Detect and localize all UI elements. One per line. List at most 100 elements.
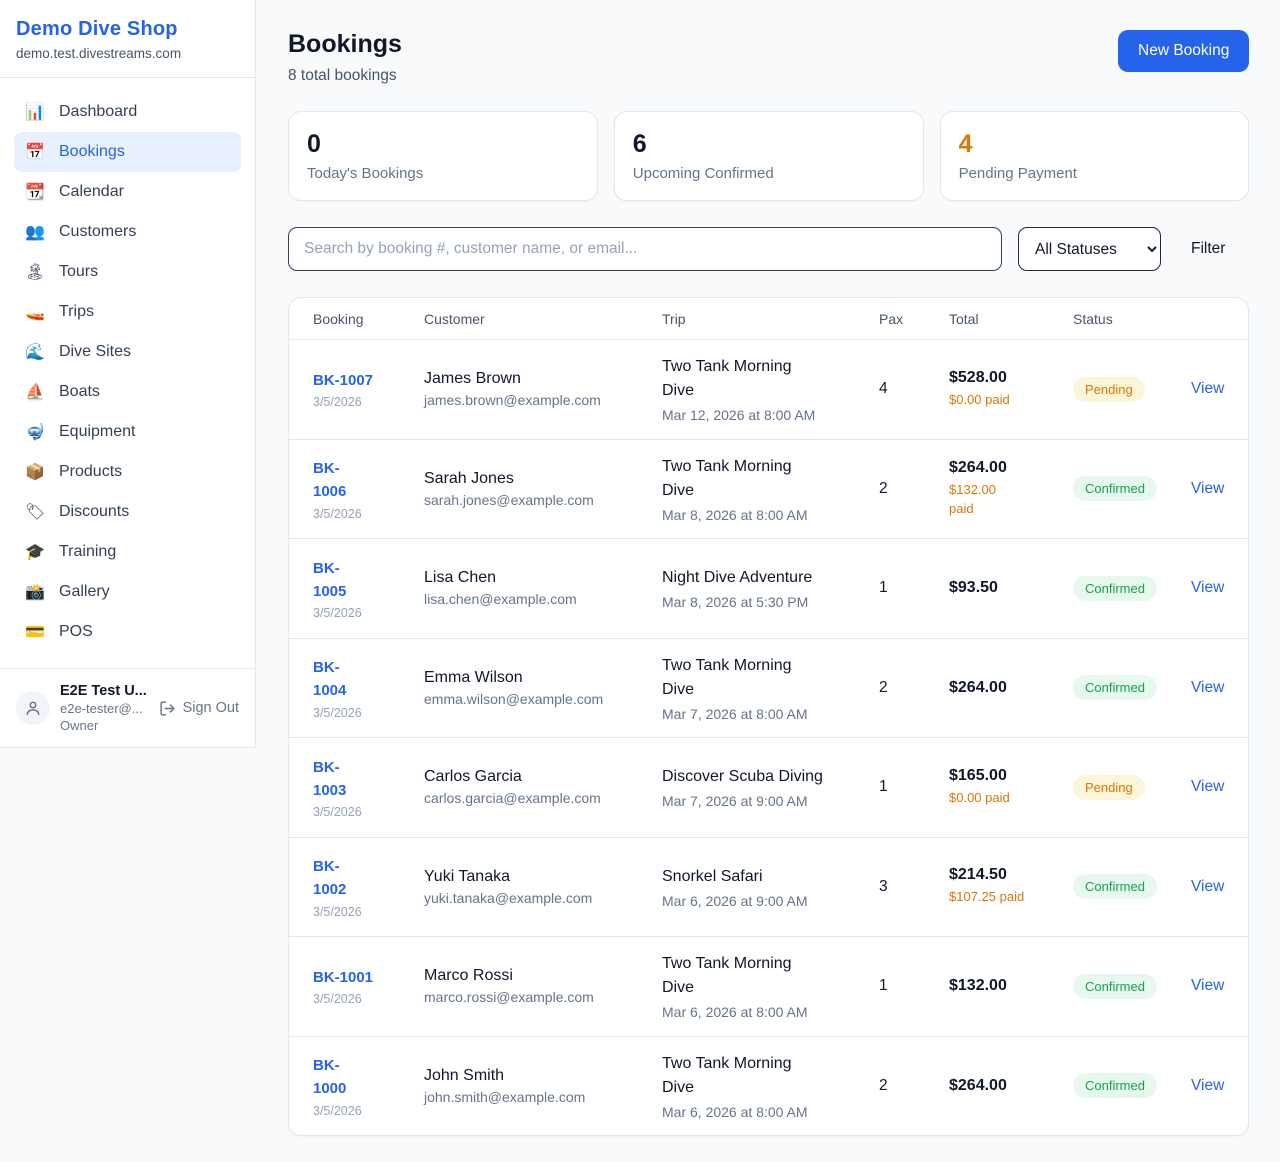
booking-cell: BK-1007 3/5/2026 <box>313 369 424 409</box>
trip-cell: Two Tank Morning Dive Mar 6, 2026 at 8:00… <box>662 952 879 1020</box>
customer-email: james.brown@example.com <box>424 392 601 409</box>
table-row: BK-1001 3/5/2026 Marco Rossi marco.rossi@ex… <box>289 936 1249 1036</box>
page-header: Bookings 8 total bookings New Booking <box>288 30 1250 85</box>
sidebar-item-dashboard[interactable]: 📊 Dashboard <box>14 92 241 132</box>
sidebar-item-customers[interactable]: 👥 Customers <box>14 212 241 252</box>
customer-cell: Carlos Garcia carlos.garcia@example.com <box>424 768 662 806</box>
view-link[interactable]: View <box>1191 1076 1225 1094</box>
total-cell: $93.50 <box>949 579 1073 597</box>
sidebar-item-label: Dashboard <box>59 103 138 120</box>
total-amount: $528.00 <box>949 368 1007 386</box>
sidebar-item-label: Products <box>59 463 123 480</box>
table-body: BK-1007 3/5/2026 James Brown james.brown@ex… <box>289 339 1249 1135</box>
sidebar-item-label: Gallery <box>59 583 110 600</box>
pax-count: 2 <box>879 479 888 497</box>
view-cell: View <box>1191 1077 1224 1095</box>
sidebar-item-gallery[interactable]: 📸 Gallery <box>14 572 241 612</box>
view-link[interactable]: View <box>1191 380 1225 398</box>
trip-name: Discover Scuba Diving <box>662 768 823 786</box>
brand-domain: demo.test.divestreams.com <box>16 46 182 61</box>
trip-name: Snorkel Safari <box>662 867 763 885</box>
booking-id-link[interactable]: BK- 1002 <box>313 858 347 899</box>
booking-id-link[interactable]: BK- 1000 <box>313 1057 347 1098</box>
sidebar-item-label: Training <box>59 543 117 560</box>
view-cell: View <box>1191 679 1224 697</box>
status-cell: Confirmed <box>1073 575 1191 601</box>
stat-label: Upcoming Confirmed <box>632 165 774 182</box>
brand: Demo Dive Shop demo.test.divestreams.com <box>0 0 255 78</box>
new-booking-button[interactable]: New Booking <box>1118 30 1250 72</box>
customer-cell: Emma Wilson emma.wilson@example.com <box>424 669 662 707</box>
customer-email: marco.rossi@example.com <box>424 989 594 1006</box>
total-amount: $264.00 <box>949 678 1007 696</box>
sign-out-button[interactable]: Sign Out <box>159 700 239 717</box>
filter-controls: All Statuses Filter <box>288 227 1249 271</box>
booking-cell: BK- 1006 3/5/2026 <box>313 457 424 521</box>
sidebar-item-bookings[interactable]: 📅 Bookings <box>14 132 241 172</box>
tours-icon: 🏝 <box>24 264 46 281</box>
booking-id-link[interactable]: BK- 1003 <box>313 758 347 799</box>
status-badge: Confirmed <box>1073 675 1157 701</box>
table-row: BK- 1006 3/5/2026 Sarah Jones sarah.jones@ex… <box>289 438 1249 539</box>
stat-label: Today's Bookings <box>307 165 424 182</box>
trip-cell: Snorkel Safari Mar 6, 2026 at 9:00 AM <box>662 865 879 909</box>
sidebar-item-calendar[interactable]: 📆 Calendar <box>14 172 241 212</box>
table-row: BK- 1005 3/5/2026 Lisa Chen lisa.chen@exampl… <box>289 538 1249 638</box>
view-link[interactable]: View <box>1191 678 1225 696</box>
status-badge: Pending <box>1073 376 1145 402</box>
trip-cell: Discover Scuba Diving Mar 7, 2026 at 9:00… <box>662 765 879 809</box>
customer-email: yuki.tanaka@example.com <box>424 889 593 906</box>
sidebar-item-trips[interactable]: 🚤 Trips <box>14 292 241 332</box>
pax-count: 1 <box>879 977 888 995</box>
booking-id-link[interactable]: BK- 1005 <box>313 559 347 600</box>
sidebar-item-label: Calendar <box>59 183 124 200</box>
booking-cell: BK- 1003 3/5/2026 <box>313 756 424 820</box>
paid-amount: $0.00 paid <box>949 391 1010 407</box>
trips-icon: 🚤 <box>25 304 45 321</box>
booking-date: 3/5/2026 <box>313 805 362 819</box>
sidebar-item-discounts[interactable]: 🏷 Discounts <box>14 492 241 532</box>
user-name: E2E Test U... <box>60 683 147 699</box>
sidebar-item-label: Bookings <box>59 143 125 160</box>
view-link[interactable]: View <box>1191 877 1225 895</box>
page-subtitle: 8 total bookings <box>288 67 397 84</box>
booking-date: 3/5/2026 <box>313 1103 362 1118</box>
table-row: BK- 1004 3/5/2026 Emma Wilson emma.wilson@ex… <box>289 637 1249 738</box>
customer-name: Lisa Chen <box>424 569 497 587</box>
total-cell: $264.00 <box>949 1077 1073 1095</box>
view-link[interactable]: View <box>1191 977 1225 995</box>
booking-id-link[interactable]: BK-1001 <box>313 969 374 987</box>
sidebar-item-dive-sites[interactable]: 🌊 Dive Sites <box>14 332 241 372</box>
booking-date: 3/5/2026 <box>313 395 362 410</box>
sidebar-item-products[interactable]: 📦 Products <box>14 452 241 492</box>
booking-id-link[interactable]: BK- 1004 <box>313 659 347 700</box>
total-cell: $132.00 <box>949 977 1073 995</box>
filter-button[interactable]: Filter <box>1177 232 1239 266</box>
booking-id-link[interactable]: BK-1007 <box>313 372 374 390</box>
status-badge: Confirmed <box>1073 476 1157 502</box>
sidebar-item-equipment[interactable]: 🤿 Equipment <box>14 412 241 452</box>
sidebar-item-boats[interactable]: ⛵ Boats <box>14 372 241 412</box>
customer-cell: James Brown james.brown@example.com <box>424 370 662 408</box>
sidebar: Demo Dive Shop demo.test.divestreams.com… <box>0 0 256 748</box>
booking-id-link[interactable]: BK- 1006 <box>313 460 347 501</box>
status-cell: Confirmed <box>1073 476 1191 502</box>
view-link[interactable]: View <box>1191 778 1225 796</box>
stat-card-pending-payment: 4 Pending Payment <box>939 111 1250 201</box>
paid-amount: $107.25 paid <box>949 889 1025 905</box>
view-link[interactable]: View <box>1191 579 1225 597</box>
status-cell: Confirmed <box>1073 675 1191 701</box>
customer-cell: Lisa Chen lisa.chen@example.com <box>424 569 662 607</box>
total-cell: $165.00 $0.00 paid <box>949 767 1073 808</box>
pax-count: 1 <box>879 778 888 796</box>
sidebar-item-pos[interactable]: 💳 POS <box>14 612 241 652</box>
total-amount: $165.00 <box>949 766 1007 784</box>
sidebar-item-tours[interactable]: 🏝 Tours <box>14 252 241 292</box>
sidebar-item-training[interactable]: 🎓 Training <box>14 532 241 572</box>
search-input[interactable] <box>288 227 1002 271</box>
customer-name: James Brown <box>424 370 521 388</box>
status-badge: Confirmed <box>1073 874 1157 900</box>
status-filter-select[interactable]: All Statuses <box>1018 227 1161 271</box>
view-link[interactable]: View <box>1191 479 1225 497</box>
view-cell: View <box>1191 778 1224 796</box>
